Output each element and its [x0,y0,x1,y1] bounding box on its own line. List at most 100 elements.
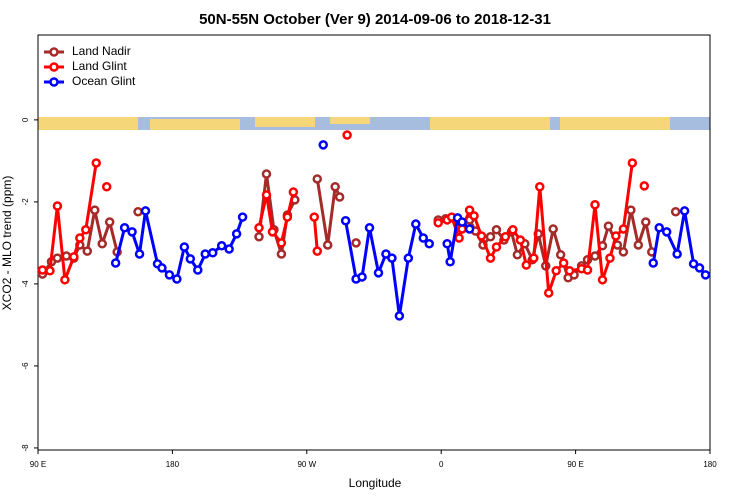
data-point [254,232,264,242]
data-point [45,266,55,276]
legend-marker [49,77,59,87]
data-point [381,249,391,259]
data-point [618,224,629,234]
data-point [633,240,644,250]
plot-frame [37,34,711,451]
data-point [661,227,672,237]
data-point [512,250,523,260]
data-point [254,222,264,233]
data-point [267,227,278,237]
data-point [261,190,272,200]
data-point [648,258,659,268]
data-point [200,249,211,259]
data-point [75,233,85,243]
data-point [276,249,287,259]
data-point [641,217,651,227]
data-point [134,249,145,259]
y-tick-label: -8 [21,444,30,452]
data-point [508,225,518,235]
data-point [485,232,496,242]
x-tick-label: 90 E [30,460,46,469]
data-point [97,238,107,249]
legend-marker [49,62,59,72]
data-point [543,288,554,298]
data-point [322,240,333,250]
data-point [626,205,636,215]
data-point [442,238,452,249]
data-point [387,253,397,263]
data-point [454,233,464,243]
data-point [185,254,196,264]
data-point [529,253,539,263]
data-point [330,181,340,192]
data-point [603,221,614,231]
data-point [411,219,421,229]
data-point [89,205,100,215]
data-point [364,222,375,233]
data-point [672,249,682,259]
land [430,117,550,130]
y-tick-label: -2 [21,198,30,206]
data-point [340,216,351,226]
data-point [104,217,115,227]
data-point [670,206,681,217]
data-point [618,247,629,257]
data-point [82,246,93,256]
data-point [101,181,112,192]
y-tick-label: 0 [21,117,30,122]
data-point [558,258,569,268]
data-point [312,246,323,256]
legend-marker [49,47,59,57]
data-point [469,211,479,221]
data-point [309,212,320,222]
data-point [318,140,328,150]
data-point [193,265,203,275]
data-point [521,260,532,270]
data-point [582,265,593,275]
data-point [373,268,384,278]
data-point [288,187,299,197]
data-point [69,252,79,262]
data-point [418,233,429,243]
data-point [216,241,227,251]
data-point [424,238,435,249]
data-point [564,266,575,276]
data-point [612,240,623,250]
x-tick-label: 90 W [297,460,316,469]
x-tick-label: 180 [166,460,180,469]
data-point [433,218,443,228]
data-point [491,242,502,252]
map-strip [38,117,710,130]
series-line [114,209,707,318]
data-point [597,275,608,285]
data-point [110,258,121,268]
data-point [172,274,182,284]
data-point [403,253,414,263]
legend-label: Land Nadir [72,44,131,58]
data-point [548,224,558,234]
y-axis-label: XCO2 - MLO trend (ppm) [0,176,14,311]
data-point [551,266,561,276]
data-point [140,206,151,216]
data-point [312,174,323,184]
data-point [164,270,175,280]
y-tick-label: -6 [21,362,30,370]
x-tick-label: 0 [439,460,444,469]
data-point [535,181,545,192]
data-point [445,257,455,267]
data-point [627,158,638,168]
land [560,117,670,130]
data-point [654,222,664,233]
x-tick-label: 90 E [567,460,583,469]
data-point [515,235,526,245]
data-point [52,201,63,211]
data-point [282,212,293,222]
data-point [688,259,699,269]
data-point [179,242,190,252]
data-point [476,231,487,241]
data-point [127,227,137,237]
chart-title: 50N-55N October (Ver 9) 2014-09-06 to 20… [199,11,551,28]
data-point [694,263,705,273]
data-point [457,217,467,227]
